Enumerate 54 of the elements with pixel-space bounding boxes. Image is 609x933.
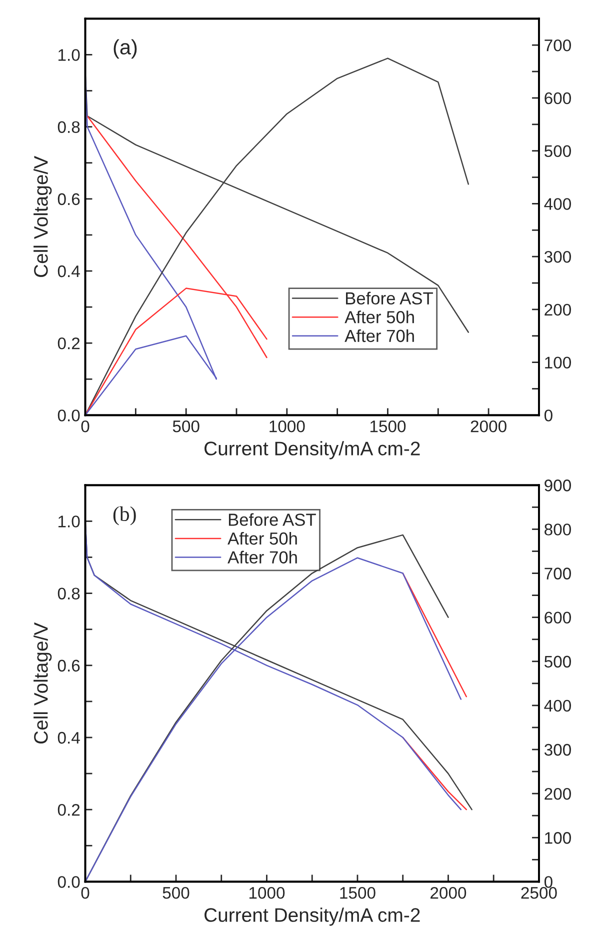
legend-label: After 70h bbox=[344, 329, 414, 342]
y2-tick-label: 500 bbox=[544, 145, 571, 158]
y2-tick-label: 300 bbox=[544, 250, 571, 263]
y2-tick-label: 900 bbox=[544, 480, 571, 492]
y2-tick-label: 0 bbox=[544, 876, 552, 888]
y-tick-label: 0.0 bbox=[58, 410, 80, 422]
y-tick-label: 0.8 bbox=[58, 121, 80, 134]
legend-label: Before AST bbox=[346, 292, 433, 305]
legend-label: After 50h bbox=[228, 532, 297, 545]
y2-tick-label: 700 bbox=[544, 39, 571, 52]
legend-label: Before AST bbox=[228, 513, 316, 526]
x-axis-title: Current Density/mA cm-2 bbox=[204, 908, 420, 926]
y2-tick-label: 500 bbox=[544, 656, 571, 668]
y-tick-label: 1.0 bbox=[58, 516, 80, 528]
x-axis-title: Current Density/mA cm-2 bbox=[204, 441, 420, 460]
x-tick-label: 1500 bbox=[370, 420, 406, 432]
y2-tick-label: 100 bbox=[545, 356, 571, 369]
y2-tick-label: 0 bbox=[544, 410, 552, 422]
x-tick-label: 1500 bbox=[340, 886, 376, 899]
y-tick-label: 0.8 bbox=[58, 588, 80, 600]
y-tick-label: 0.4 bbox=[58, 732, 80, 744]
y-tick-label: 0.2 bbox=[58, 804, 80, 816]
y-axis-title: Cell Voltage/V bbox=[34, 156, 52, 278]
y-tick-label: 0.6 bbox=[58, 660, 80, 672]
x-tick-label: 1000 bbox=[270, 420, 305, 432]
x-tick-label: 500 bbox=[172, 420, 200, 432]
legend-label: After 50h bbox=[344, 310, 414, 324]
y-tick-label: 0.2 bbox=[58, 337, 80, 350]
x-tick-label: 2500 bbox=[521, 886, 557, 899]
y-tick-label: 1.0 bbox=[58, 49, 80, 61]
y-tick-label: 0.4 bbox=[58, 265, 80, 278]
annotation: (b) bbox=[113, 506, 136, 526]
x-tick-label: 2000 bbox=[430, 886, 466, 899]
y2-tick-label: 300 bbox=[544, 744, 571, 756]
x-tick-label: 1000 bbox=[249, 886, 285, 899]
y2-tick-label: 800 bbox=[544, 524, 571, 536]
legend-label: After 70h bbox=[228, 550, 297, 564]
y2-tick-label: 200 bbox=[544, 788, 571, 800]
y-tick-label: 0.0 bbox=[58, 876, 80, 888]
line-series bbox=[85, 58, 470, 416]
x-tick-label: 0 bbox=[81, 420, 90, 432]
y2-tick-label: 400 bbox=[544, 700, 571, 712]
y2-tick-label: 100 bbox=[545, 832, 571, 844]
y-tick-label: 0.6 bbox=[58, 193, 80, 206]
x-tick-label: 0 bbox=[81, 886, 90, 899]
x-tick-label: 500 bbox=[162, 886, 190, 899]
y2-tick-label: 600 bbox=[544, 612, 571, 624]
annotation: (a) bbox=[114, 39, 137, 59]
y2-tick-label: 700 bbox=[544, 568, 571, 580]
x-tick-label: 2000 bbox=[470, 420, 506, 432]
y2-tick-label: 400 bbox=[544, 198, 571, 210]
y2-tick-label: 200 bbox=[544, 304, 571, 316]
y-axis-title: Cell Voltage/V bbox=[34, 622, 52, 744]
y2-tick-label: 600 bbox=[544, 92, 571, 104]
